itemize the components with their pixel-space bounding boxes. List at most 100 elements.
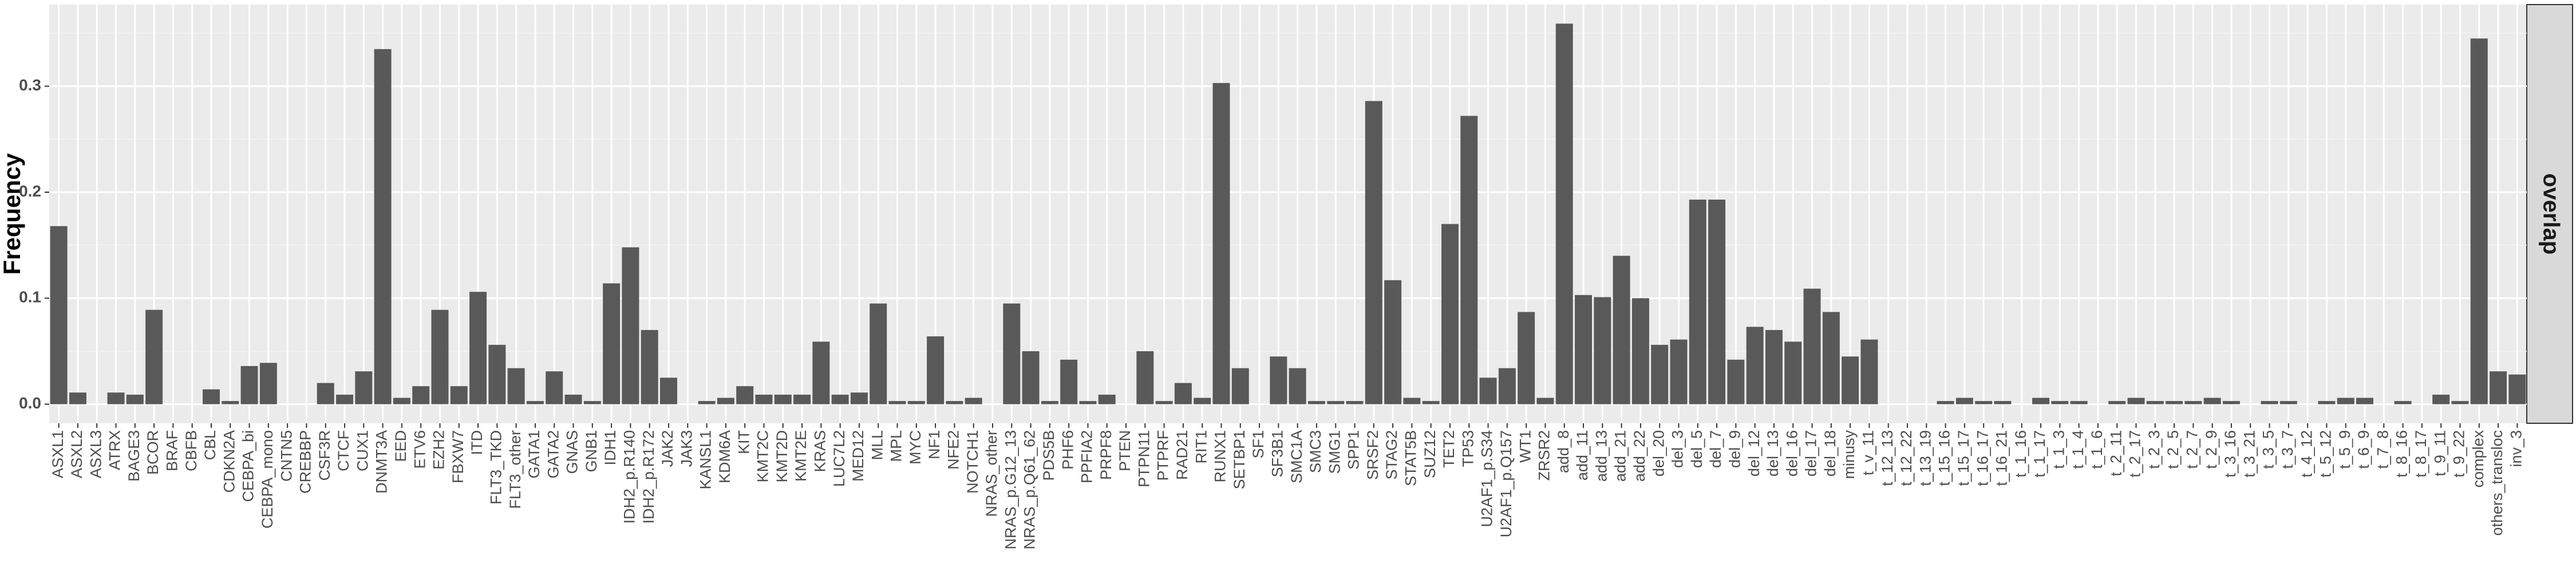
bar — [2394, 401, 2412, 404]
bar — [2051, 401, 2069, 404]
x-tick-label: SMG1 — [1326, 430, 1343, 474]
x-tick-label: t_6_9 — [2355, 430, 2372, 469]
bar — [2261, 401, 2278, 404]
x-tick-label: GATA1 — [526, 430, 543, 479]
bar — [2127, 398, 2145, 404]
x-tick-label: IDH2_p.R172 — [640, 430, 657, 524]
bar — [2146, 401, 2164, 404]
x-tick-label: t_16_17 — [1974, 430, 1991, 486]
x-tick-label: GNB1 — [583, 430, 600, 472]
x-tick-label: ASXL2 — [68, 430, 85, 478]
x-tick-label: inv_3 — [2507, 430, 2524, 467]
x-tick-label: NF1 — [926, 430, 943, 459]
bar — [1518, 312, 1535, 404]
bar — [1022, 351, 1040, 404]
bar — [1060, 359, 1078, 404]
bar — [1270, 356, 1287, 404]
x-tick-label: LUC7L2 — [831, 430, 848, 487]
x-tick-label: t_3_5 — [2260, 430, 2277, 469]
x-tick-label: EED — [392, 430, 409, 462]
bar — [2203, 398, 2221, 404]
bar — [1689, 199, 1706, 404]
x-tick-label: FLT3_TKD — [487, 430, 504, 505]
bar — [1727, 359, 1745, 404]
x-tick-label: t_1_3 — [2050, 430, 2067, 469]
bar — [1479, 378, 1497, 404]
x-tick-label: t_2_3 — [2146, 430, 2163, 469]
x-tick-label: t_12_22 — [1898, 430, 1915, 486]
x-tick-label: NFE2 — [945, 430, 962, 470]
x-tick-label: t_3_7 — [2279, 430, 2296, 469]
x-tick-label: MPL — [888, 430, 905, 462]
bar — [2108, 401, 2126, 404]
bar — [2432, 394, 2450, 404]
x-tick-label: KDM6A — [716, 430, 733, 483]
x-tick-label: SETBP1 — [1231, 430, 1248, 490]
x-tick-label: RUNX1 — [1212, 430, 1229, 483]
y-axis-title: Frequency — [0, 153, 25, 275]
x-tick-label: PTPRF — [1155, 430, 1172, 481]
bar — [1346, 401, 1364, 404]
x-tick-label: ZRSR2 — [1536, 430, 1553, 481]
bar — [755, 394, 773, 404]
bar — [1136, 351, 1154, 404]
bar — [1631, 298, 1649, 404]
facet-label: overlap — [2538, 173, 2563, 255]
bar — [1536, 398, 1554, 404]
bar — [907, 401, 925, 404]
bar — [698, 401, 716, 404]
bar — [1784, 341, 1802, 404]
bar — [2508, 374, 2526, 404]
bar — [603, 283, 621, 404]
bar — [622, 247, 639, 404]
x-tick-label: del_7 — [1707, 430, 1724, 468]
x-tick-label: del_20 — [1650, 430, 1667, 476]
x-tick-label: MED12 — [850, 430, 867, 482]
x-tick-label: U2AF1_p.S34 — [1479, 430, 1496, 527]
bar — [1079, 401, 1097, 404]
bar — [1041, 401, 1058, 404]
x-tick-label: PRPF8 — [1097, 430, 1115, 480]
bar — [1613, 256, 1630, 404]
x-tick-label: CBL — [202, 430, 219, 460]
bar — [583, 401, 601, 404]
bar — [526, 401, 544, 404]
x-tick-label: RIT1 — [1192, 430, 1210, 464]
x-tick-label: t_1_16 — [2012, 430, 2029, 478]
x-tick-label: CEBPA_mono — [259, 430, 276, 529]
x-tick-label: t_3_16 — [2222, 430, 2239, 478]
bar — [774, 394, 792, 404]
bar — [812, 341, 830, 404]
bar — [660, 378, 677, 404]
x-tick-label: CEBPA_bi — [240, 430, 257, 502]
y-tick-label: 0.0 — [19, 394, 41, 412]
bar — [1155, 401, 1173, 404]
bar — [469, 292, 487, 404]
x-tick-label: del_12 — [1745, 430, 1763, 476]
x-tick-label: SMC1A — [1288, 430, 1305, 483]
bar — [1994, 401, 2012, 404]
bar — [888, 401, 906, 404]
x-tick-label: PHF6 — [1059, 430, 1076, 470]
bar — [259, 363, 277, 404]
x-tick-label: MLL — [868, 430, 886, 460]
bar — [1746, 327, 1764, 404]
bar — [412, 386, 430, 404]
bar — [2222, 401, 2240, 404]
x-tick-label: t_8_17 — [2412, 430, 2429, 478]
bar — [965, 398, 982, 404]
bar — [1937, 401, 1954, 404]
bar — [1860, 339, 1878, 404]
x-tick-label: t_3_21 — [2241, 430, 2258, 478]
x-tick-label: SPP1 — [1345, 430, 1362, 470]
bar — [2032, 398, 2050, 404]
bar — [946, 401, 963, 404]
bar — [222, 401, 239, 404]
bar — [831, 394, 849, 404]
bar — [1803, 288, 1821, 404]
x-tick-label: ASXL1 — [49, 430, 66, 478]
bar — [1498, 368, 1516, 404]
x-tick-label: PTPN11 — [1135, 430, 1152, 487]
bar — [1708, 199, 1726, 404]
